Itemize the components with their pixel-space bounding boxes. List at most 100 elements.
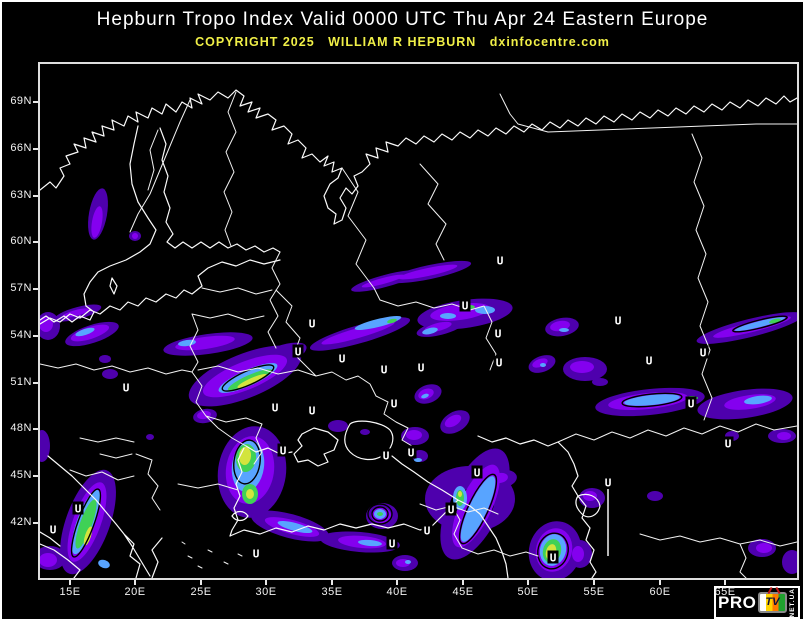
tropo-cell-level-1 (99, 355, 111, 363)
ducting-marker: U (602, 475, 614, 490)
tropo-cell-level-4 (387, 318, 397, 324)
tropo-cell-level-5 (237, 373, 267, 389)
page-title: Hepburn Tropo Index Valid 0000 UTC Thu A… (96, 9, 709, 30)
tropo-cell-level-3 (540, 363, 546, 367)
ducting-marker: U (421, 523, 433, 538)
svg-text:U: U (474, 467, 481, 480)
lon-label-45E: 45E (452, 586, 474, 598)
svg-text:U: U (295, 346, 302, 359)
lon-label-35E: 35E (321, 586, 343, 598)
tropo-cell-level-2 (398, 264, 458, 280)
ducting-marker: U (547, 550, 559, 565)
svg-text:U: U (272, 402, 279, 415)
lat-label-57N: 57N (10, 282, 32, 294)
lon-tick (331, 580, 333, 585)
antenna-icon (767, 586, 773, 595)
lon-tick (396, 580, 398, 585)
lon-label-30E: 30E (255, 586, 277, 598)
lat-label-48N: 48N (10, 422, 32, 434)
tropo-cell-level-1 (647, 491, 663, 501)
protv-logo: PRO TV NET.UA (714, 586, 800, 619)
lon-tick (265, 580, 267, 585)
lat-tick (33, 335, 39, 337)
tropo-contour (621, 392, 683, 408)
ducting-marker: U (493, 355, 505, 370)
protv-logo-text: PRO (718, 593, 757, 612)
tropo-cell-level-3 (354, 316, 402, 330)
svg-text:U: U (688, 398, 695, 411)
tropo-cell-level-2 (361, 274, 405, 288)
lon-label-25E: 25E (190, 586, 212, 598)
lat-tick (33, 241, 39, 243)
lat-tick (33, 148, 39, 150)
ducting-marker: U (380, 448, 392, 463)
tropo-cell-level-5 (246, 489, 254, 499)
lat-label-51N: 51N (10, 376, 32, 388)
svg-text:U: U (418, 362, 425, 375)
ducting-marker: U (269, 400, 281, 415)
tropo-cell-level-3 (422, 327, 438, 335)
tv-icon-label: TV (765, 596, 780, 608)
ducting-marker: U (405, 445, 417, 460)
svg-text:U: U (383, 450, 390, 463)
lat-tick (33, 475, 39, 477)
svg-text:U: U (497, 255, 504, 268)
lon-label-40E: 40E (386, 586, 408, 598)
tropo-cell-level-1 (102, 369, 118, 379)
tropo-cell-level-3 (414, 458, 422, 462)
ducting-marker: U (685, 396, 697, 411)
tropo-cell-level-2 (570, 361, 594, 373)
ducting-marker: U (120, 380, 132, 395)
tropo-cell-level-2 (40, 553, 57, 567)
tropo-contour (221, 364, 275, 392)
tropo-cell-level-3 (358, 539, 382, 547)
lat-label-45N: 45N (10, 469, 32, 481)
ducting-marker: U (643, 353, 655, 368)
lat-tick (33, 101, 39, 103)
lat-tick (33, 382, 39, 384)
tropo-cell-level-2 (777, 432, 791, 440)
tropo-cell-level-3 (277, 520, 313, 534)
tropo-cell-level-1 (328, 420, 348, 432)
tropo-cell-level-1 (782, 550, 797, 574)
lon-tick (200, 580, 202, 585)
lon-tick (593, 580, 595, 585)
tropo-contour (371, 506, 389, 522)
lon-label-20E: 20E (124, 586, 146, 598)
svg-text:U: U (309, 318, 316, 331)
ducting-marker: U (386, 536, 398, 551)
tropo-cell-level-2 (756, 543, 772, 553)
tropo-cell-level-3 (744, 395, 772, 405)
svg-text:U: U (309, 405, 316, 418)
tropo-cell-level-3 (98, 559, 110, 569)
svg-text:U: U (408, 447, 415, 460)
ducting-marker: U (277, 443, 289, 458)
tropo-cell-level-3 (75, 327, 95, 337)
lat-tick (33, 288, 39, 290)
tropo-cell-level-2 (572, 546, 584, 562)
tropo-contour (367, 503, 393, 525)
tropo-cell-level-3 (475, 306, 495, 314)
svg-text:U: U (462, 300, 469, 313)
tropo-cell-level-2 (583, 491, 597, 501)
lat-label-66N: 66N (10, 142, 32, 154)
lon-label-60E: 60E (649, 586, 671, 598)
tropo-cell-level-2 (444, 414, 462, 428)
ducting-marker: U (388, 396, 400, 411)
tropo-cell-level-2 (132, 233, 138, 239)
ducting-marker: U (306, 403, 318, 418)
tropo-contour (732, 315, 788, 333)
svg-text:U: U (615, 315, 622, 328)
lat-label-60N: 60N (10, 235, 32, 247)
ducting-marker: U (459, 298, 471, 313)
ducting-marker: U (471, 465, 483, 480)
lon-label-65E: 65E (714, 586, 736, 598)
ducting-marker: U (72, 501, 84, 516)
tropo-cell-level-4 (75, 499, 97, 549)
tropo-cell-level-4 (377, 512, 383, 516)
tropo-cell-level-3 (178, 339, 196, 347)
svg-text:U: U (448, 504, 455, 517)
ducting-marker: U (47, 522, 59, 537)
tropo-contour (458, 473, 498, 545)
